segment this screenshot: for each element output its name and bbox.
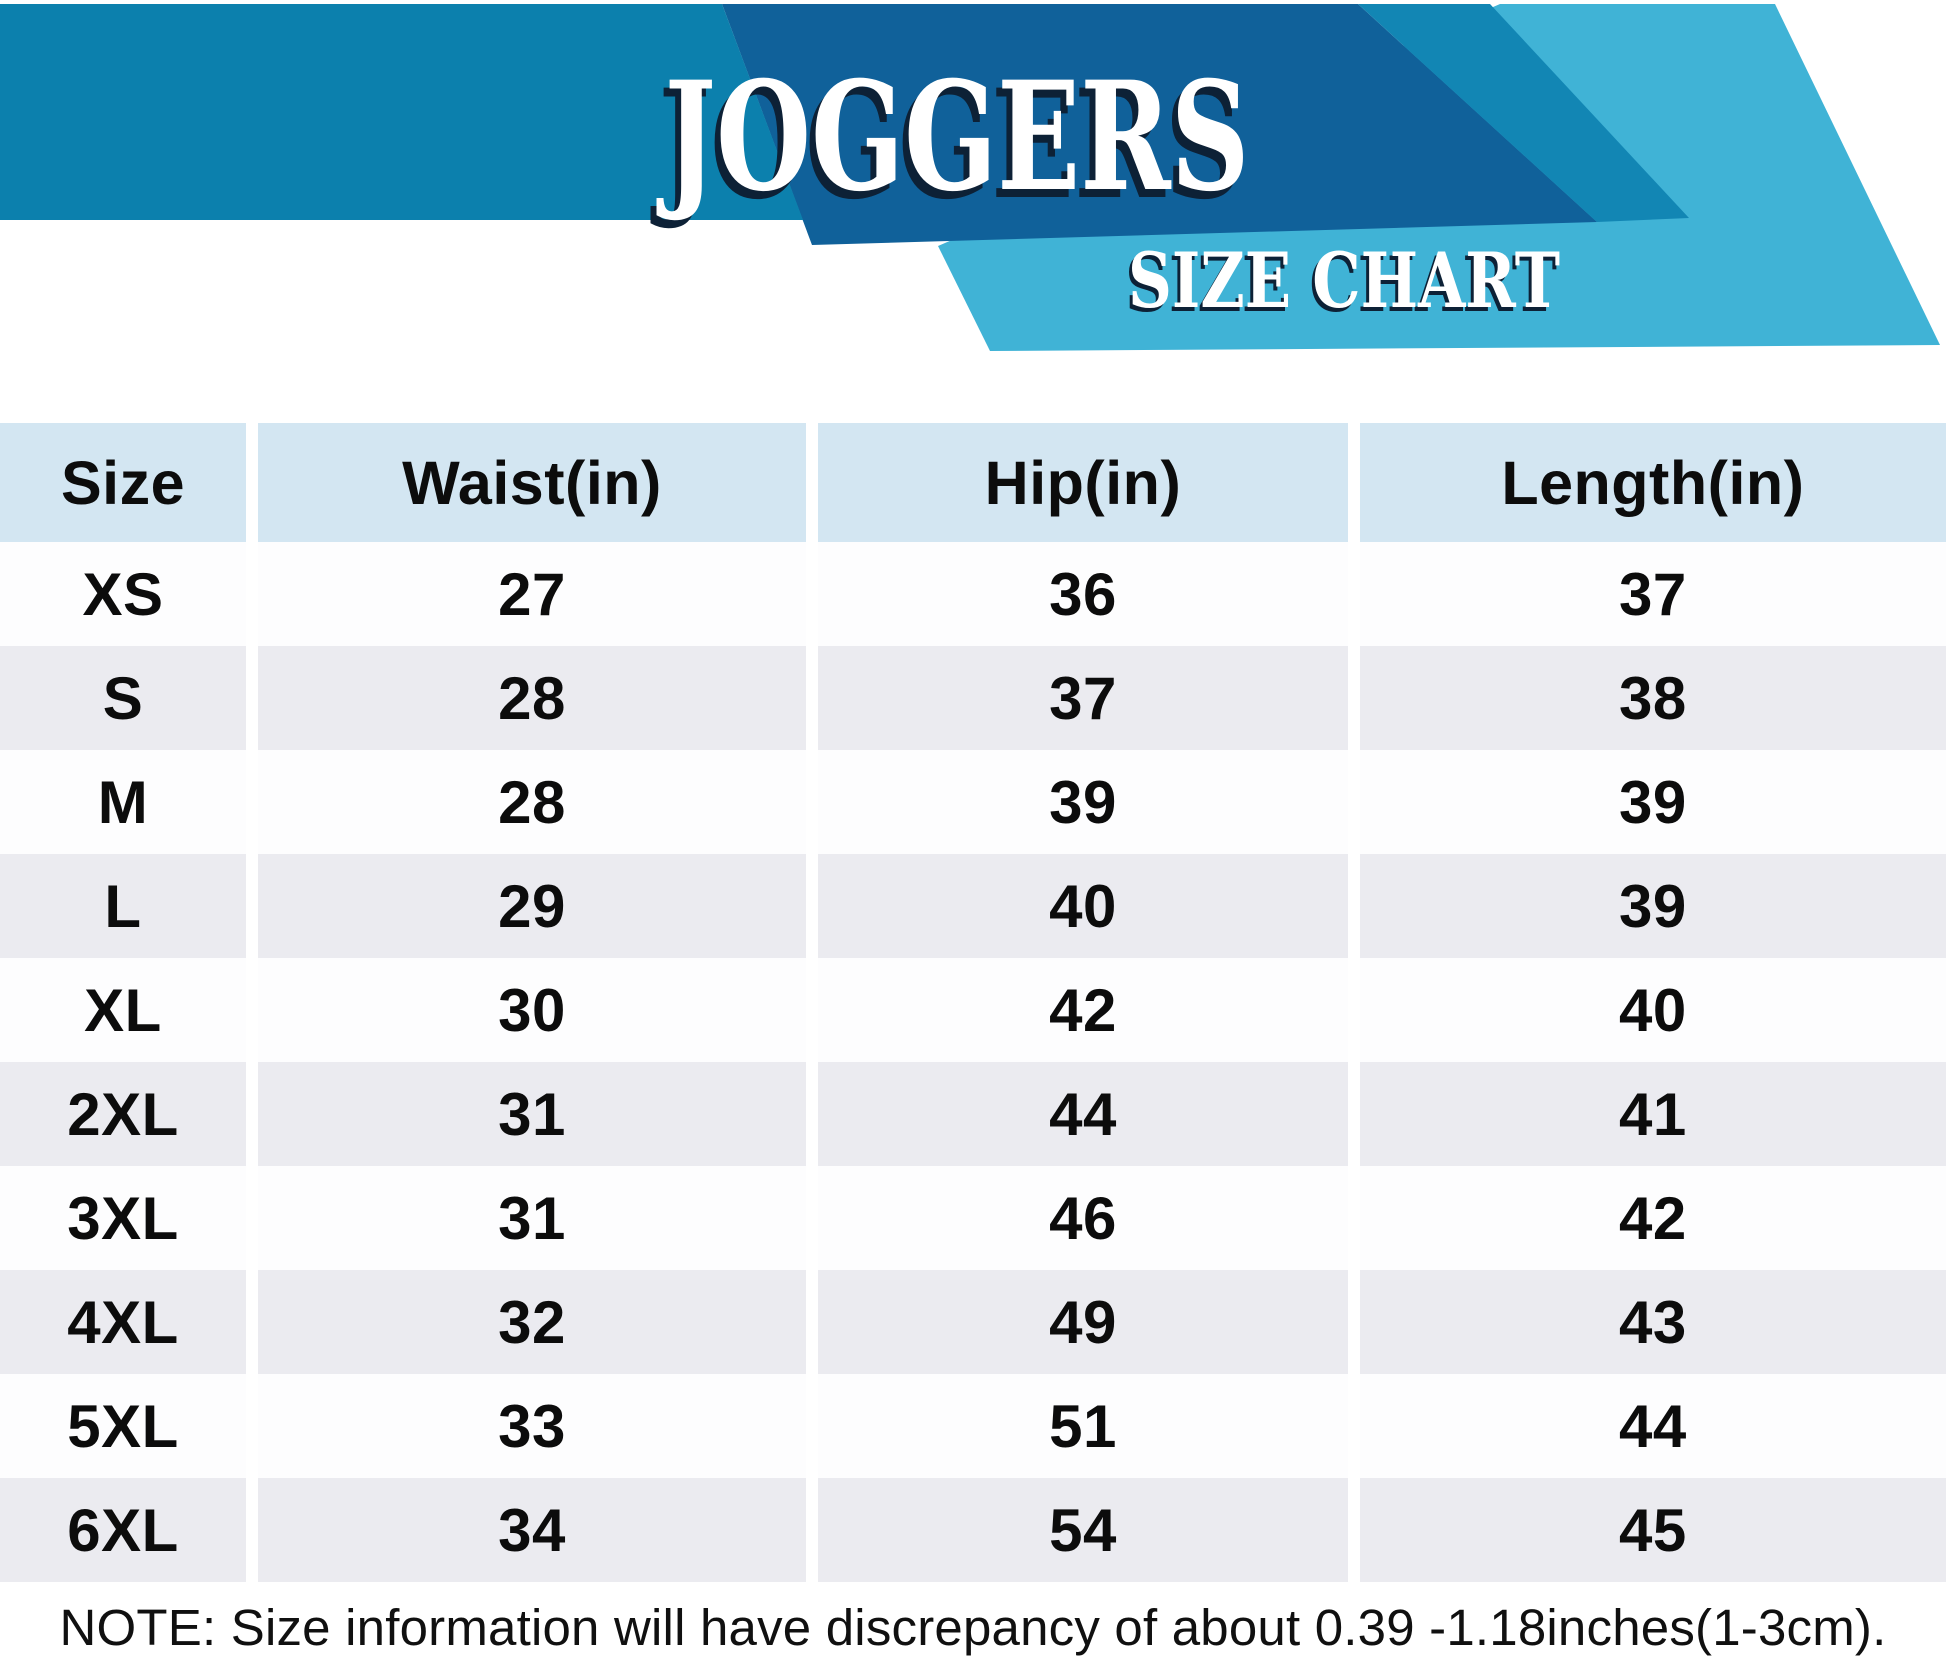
- value-cell: 31: [258, 1062, 806, 1166]
- table-header-row: Size Waist(in) Hip(in) Length(in): [0, 423, 1946, 542]
- value-cell: 39: [1359, 854, 1946, 958]
- table-row: S 28 37 38: [0, 646, 1946, 750]
- table-row: XL 30 42 40: [0, 958, 1946, 1062]
- size-cell: 3XL: [0, 1166, 246, 1270]
- size-cell: 6XL: [0, 1478, 246, 1582]
- value-cell: 46: [818, 1166, 1348, 1270]
- size-cell: S: [0, 646, 246, 750]
- size-cell: XL: [0, 958, 246, 1062]
- page-subtitle: SIZE CHART: [1128, 236, 1560, 325]
- value-cell: 39: [818, 750, 1348, 854]
- column-header-size: Size: [0, 423, 246, 542]
- value-cell: 34: [258, 1478, 806, 1582]
- table-row: 4XL 32 49 43: [0, 1270, 1946, 1374]
- value-cell: 45: [1359, 1478, 1946, 1582]
- value-cell: 44: [1359, 1374, 1946, 1478]
- value-cell: 39: [1359, 750, 1946, 854]
- table-row: L 29 40 39: [0, 854, 1946, 958]
- page-title-shadow: JOGGERS: [651, 57, 1244, 233]
- column-header-hip: Hip(in): [818, 423, 1348, 542]
- value-cell: 27: [258, 542, 806, 646]
- table-row: M 28 39 39: [0, 750, 1946, 854]
- value-cell: 36: [818, 542, 1348, 646]
- banner: JOGGERS JOGGERS SIZE CHART SIZE CHART: [0, 4, 1940, 351]
- size-cell: M: [0, 750, 246, 854]
- size-table: Size Waist(in) Hip(in) Length(in) XS 27 36…: [0, 423, 1946, 1582]
- size-note: NOTE: Size information will have discrep…: [59, 1598, 1887, 1656]
- value-cell: 42: [1359, 1166, 1946, 1270]
- page-subtitle-shadow: SIZE CHART: [1125, 240, 1557, 329]
- table-row: 3XL 31 46 42: [0, 1166, 1946, 1270]
- value-cell: 44: [818, 1062, 1348, 1166]
- size-cell: XS: [0, 542, 246, 646]
- value-cell: 29: [258, 854, 806, 958]
- size-cell: 2XL: [0, 1062, 246, 1166]
- value-cell: 32: [258, 1270, 806, 1374]
- value-cell: 30: [258, 958, 806, 1062]
- column-header-length: Length(in): [1359, 423, 1946, 542]
- value-cell: 37: [1359, 542, 1946, 646]
- value-cell: 28: [258, 750, 806, 854]
- value-cell: 37: [818, 646, 1348, 750]
- banner-shape-main: [0, 4, 803, 220]
- banner-shape-dark: [722, 4, 1597, 245]
- value-cell: 38: [1359, 646, 1946, 750]
- size-cell: 5XL: [0, 1374, 246, 1478]
- table-row: XS 27 36 37: [0, 542, 1946, 646]
- page-title: JOGGERS: [657, 49, 1250, 225]
- value-cell: 28: [258, 646, 806, 750]
- value-cell: 41: [1359, 1062, 1946, 1166]
- table-row: 5XL 33 51 44: [0, 1374, 1946, 1478]
- value-cell: 31: [258, 1166, 806, 1270]
- value-cell: 43: [1359, 1270, 1946, 1374]
- table-row: 6XL 34 54 45: [0, 1478, 1946, 1582]
- value-cell: 40: [1359, 958, 1946, 1062]
- value-cell: 54: [818, 1478, 1348, 1582]
- value-cell: 33: [258, 1374, 806, 1478]
- column-header-waist: Waist(in): [258, 423, 806, 542]
- value-cell: 49: [818, 1270, 1348, 1374]
- value-cell: 42: [818, 958, 1348, 1062]
- table-body: XS 27 36 37 S 28 37 38 M 28 39 39 L 29 40 39 XL 30 42 40 2XL…: [0, 542, 1946, 1582]
- size-cell: 4XL: [0, 1270, 246, 1374]
- banner-shape-band: [1358, 4, 1689, 222]
- value-cell: 51: [818, 1374, 1348, 1478]
- size-cell: L: [0, 854, 246, 958]
- table-row: 2XL 31 44 41: [0, 1062, 1946, 1166]
- value-cell: 40: [818, 854, 1348, 958]
